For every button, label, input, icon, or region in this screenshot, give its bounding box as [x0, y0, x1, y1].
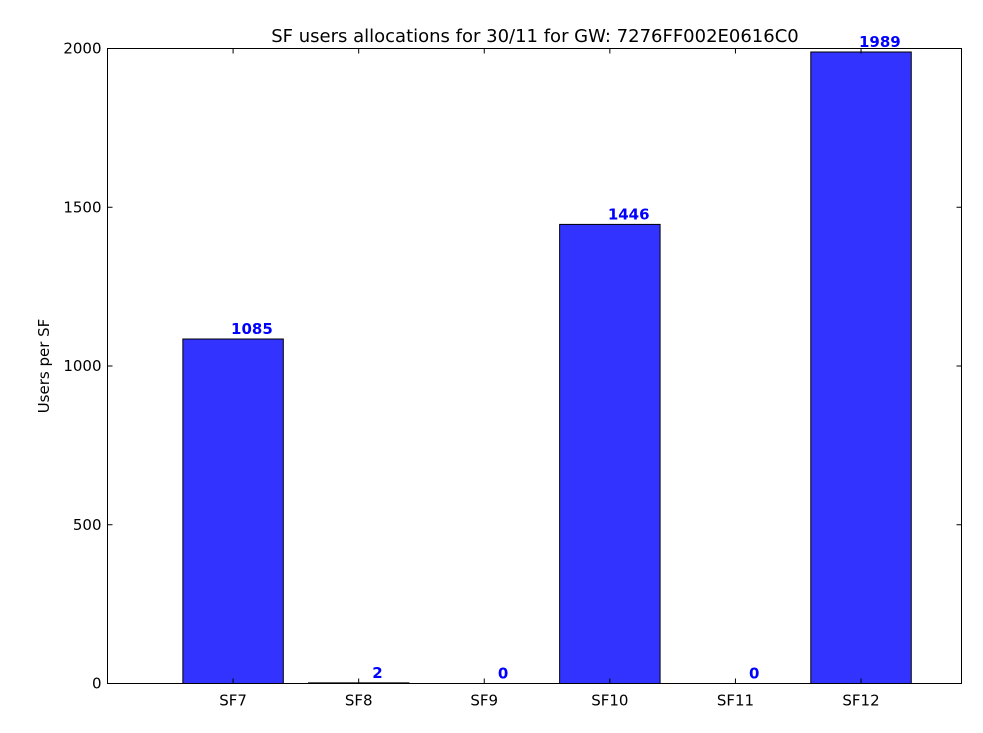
y-tick-label: 0: [92, 675, 102, 693]
bar-value-label: 2: [372, 664, 382, 682]
plot-frame: [107, 48, 962, 684]
x-tick-label: SF9: [470, 692, 498, 710]
x-tick-label: SF7: [219, 692, 247, 710]
bar-value-label: 1446: [608, 205, 650, 223]
bar-sf12: [810, 51, 912, 685]
y-tick-label: 1000: [63, 357, 101, 375]
y-tick-label: 2000: [63, 40, 101, 58]
x-tick-label: SF11: [717, 692, 754, 710]
y-tick-label: 1500: [63, 198, 101, 216]
x-tick-label: SF12: [842, 692, 879, 710]
y-tick-label: 500: [73, 516, 102, 534]
bar-sf7: [182, 338, 284, 684]
bar-value-label: 0: [498, 665, 508, 683]
bar-value-label: 1989: [859, 33, 901, 51]
bar-value-label: 0: [749, 665, 759, 683]
plot-area: 1085 2 0 1446 0 1989 SF7 SF8 SF9 SF10 SF11 SF12 0 500…: [63, 33, 962, 710]
x-tick-label: SF8: [345, 692, 373, 710]
chart-title: SF users allocations for 30/11 for GW: 7…: [271, 26, 799, 47]
x-tick-label: SF10: [591, 692, 628, 710]
bar-value-label: 1085: [231, 320, 273, 338]
y-axis-label: Users per SF: [35, 319, 53, 414]
bar-sf10: [559, 223, 661, 685]
